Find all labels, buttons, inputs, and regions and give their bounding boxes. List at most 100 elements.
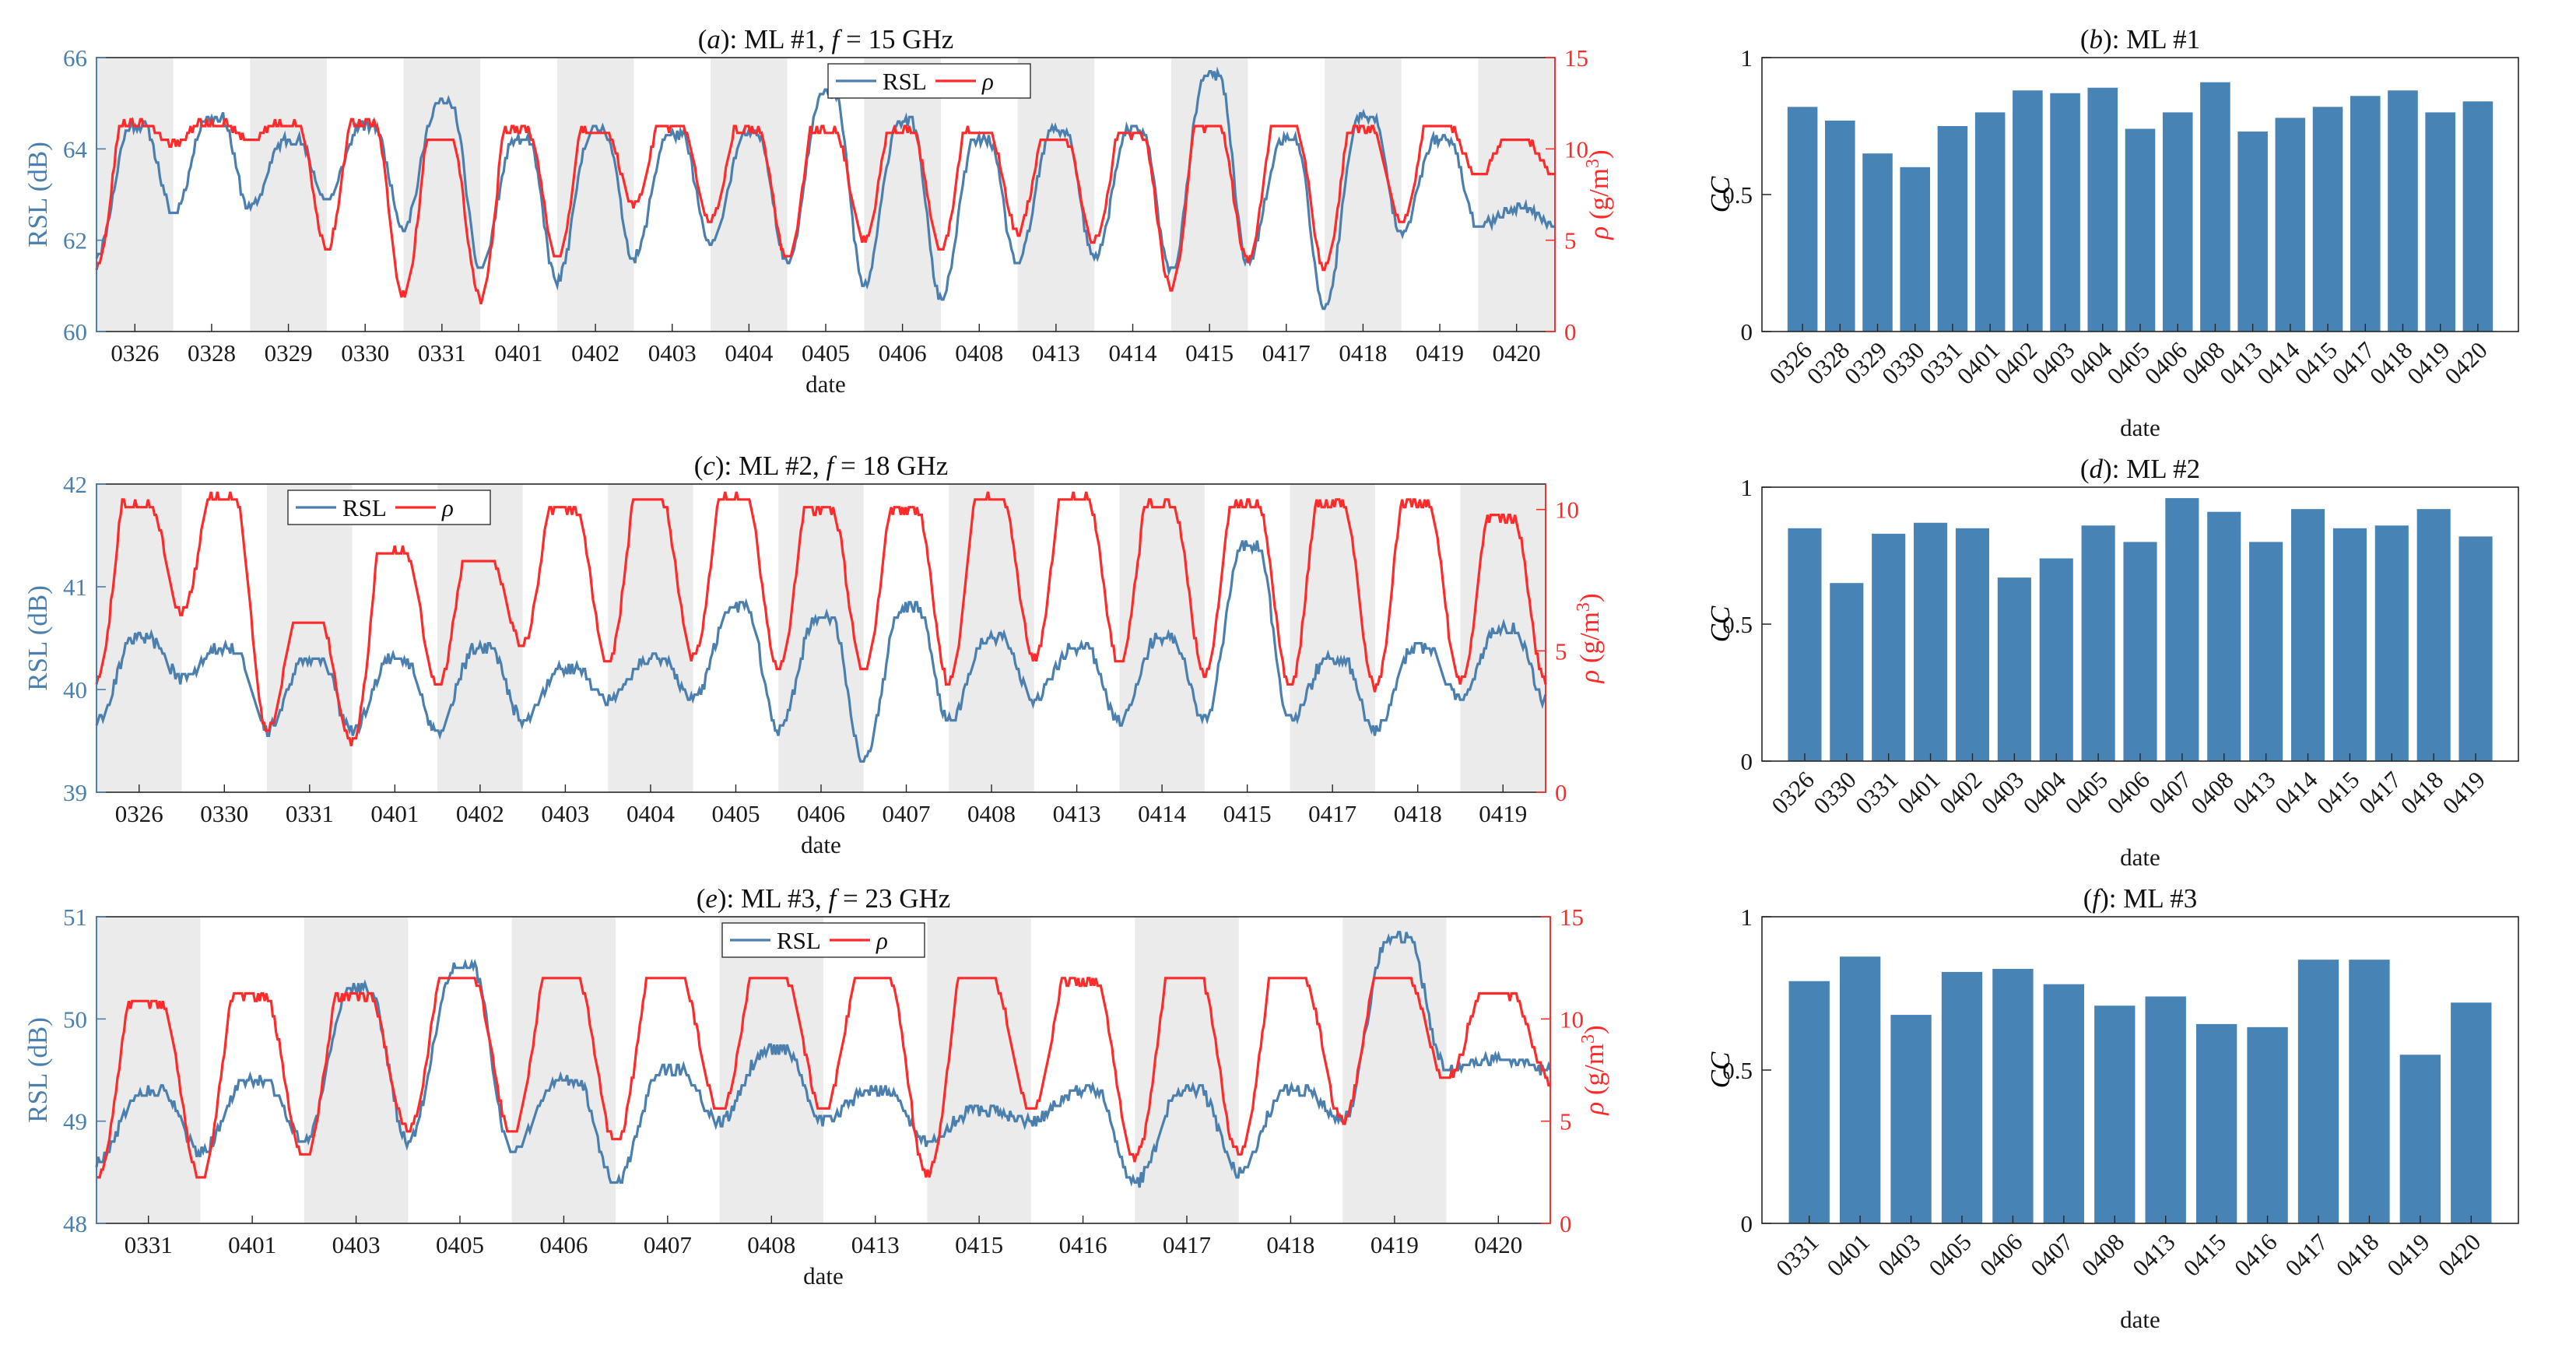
- day-shade-band: [927, 917, 1031, 1223]
- right-tick-label: 10: [1560, 1005, 1584, 1033]
- x-tick-label: 0420: [1493, 339, 1541, 367]
- bar-0418: [2349, 960, 2390, 1223]
- x-tick-label: 0406: [797, 800, 845, 827]
- left-tick-label: 62: [63, 227, 87, 254]
- legend-rho-label: ρ: [981, 68, 994, 95]
- rho-unit: (g/m: [1574, 612, 1605, 670]
- x-axis-label: date: [2120, 844, 2160, 871]
- left-y-axis-label: RSL (dB): [23, 585, 53, 691]
- title-letter: d: [2090, 454, 2104, 484]
- x-tick-label: 0419: [2381, 1228, 2435, 1282]
- rho-symbol: ρ: [1574, 670, 1605, 684]
- x-tick-label: 0408: [747, 1231, 795, 1258]
- bar-0413: [2237, 132, 2268, 332]
- x-tick-label: 0420: [1474, 1231, 1522, 1258]
- y-axis-label: CC: [1705, 176, 1735, 212]
- title-paren-close: ): [718, 883, 727, 914]
- x-axis-label: date: [803, 1262, 844, 1290]
- x-tick-label: 0418: [1339, 339, 1387, 367]
- bar-0418: [2388, 90, 2418, 332]
- title-letter: b: [2090, 24, 2104, 54]
- y-tick-label: 0.5: [1722, 1057, 1753, 1084]
- day-shade-band: [1460, 484, 1546, 792]
- bar-0401: [1974, 112, 2006, 332]
- day-shade-band: [1135, 917, 1239, 1223]
- x-tick-label: 0417: [1262, 339, 1311, 367]
- title-rest: = 23 GHz: [836, 883, 950, 914]
- x-tick-label: 0402: [571, 339, 619, 367]
- x-tick-label: 0415: [1185, 339, 1234, 367]
- rho-unit: (g/m: [1579, 1044, 1609, 1102]
- day-shade-band: [1342, 917, 1447, 1223]
- left-tick-label: 48: [63, 1210, 87, 1237]
- title-paren-close: ): [2103, 24, 2112, 54]
- bar-0419: [2458, 536, 2493, 761]
- bar-0402: [2013, 90, 2043, 332]
- right-y-axis-label: ρ (g/m3): [1578, 1025, 1609, 1115]
- title-paren-open: (: [698, 24, 707, 54]
- bar-0417: [2350, 96, 2381, 332]
- x-tick-label: 0401: [370, 800, 419, 827]
- title-letter: a: [707, 24, 721, 54]
- day-shade-band: [608, 484, 693, 792]
- x-tick-label: 0401: [1892, 766, 1946, 819]
- x-tick-label: 0415: [1223, 800, 1272, 827]
- x-axis-label: date: [801, 831, 841, 858]
- right-tick-label: 15: [1564, 44, 1588, 72]
- right-tick-label: 0: [1560, 1210, 1572, 1237]
- x-tick-label: 0329: [265, 339, 313, 367]
- x-tick-label: 0406: [1974, 1228, 2028, 1282]
- legend: RSL ρ: [827, 63, 1031, 99]
- x-tick-label: 0407: [2143, 766, 2197, 819]
- x-tick-label: 0407: [644, 1231, 692, 1258]
- title-paren-open: (: [694, 451, 704, 481]
- bar-0407: [2043, 984, 2085, 1223]
- day-shade-band: [1325, 58, 1402, 332]
- left-y-axis-label: RSL (dB): [23, 1017, 53, 1123]
- rho-symbol: ρ: [1584, 226, 1614, 240]
- rho-unit: (g/m: [1584, 168, 1614, 226]
- legend-rho-label: ρ: [441, 494, 454, 521]
- x-tick-label: 0413: [851, 1231, 900, 1258]
- title-paren-open: (: [2083, 883, 2093, 914]
- bar-0414: [2275, 118, 2306, 332]
- title-text: : ML #2: [2112, 454, 2200, 484]
- left-y-axis-label: RSL (dB): [23, 142, 53, 247]
- legend-rsl-label: RSL: [883, 68, 927, 95]
- bar-0405: [1941, 971, 1983, 1223]
- x-axis-label: date: [2120, 414, 2160, 441]
- x-tick-label: 0418: [1266, 1231, 1314, 1258]
- y-axis-label: CC: [1705, 605, 1735, 642]
- left-tick-label: 39: [63, 779, 87, 806]
- x-tick-label: 0404: [626, 800, 676, 827]
- x-tick-label: 0405: [802, 339, 850, 367]
- left-tick-label: 60: [63, 318, 87, 346]
- x-tick-label: 0419: [2437, 766, 2490, 819]
- right-tick-label: 10: [1564, 135, 1588, 163]
- x-tick-label: 0408: [955, 339, 1003, 367]
- rho-unit-exponent: 3: [1574, 602, 1594, 612]
- rho-symbol: ρ: [1579, 1102, 1609, 1116]
- x-tick-label: 0413: [1032, 339, 1080, 367]
- x-tick-label: 0408: [2185, 766, 2239, 819]
- title-rest: = 15 GHz: [839, 24, 953, 54]
- day-shade-band: [511, 917, 616, 1223]
- rho-unit-close: ): [1579, 1025, 1609, 1034]
- x-tick-label: 0403: [1872, 1228, 1926, 1282]
- x-tick-label: 0420: [2433, 1228, 2487, 1282]
- x-tick-label: 0326: [111, 339, 159, 367]
- x-tick-label: 0406: [2101, 766, 2155, 819]
- title-text: : ML #3,: [727, 883, 829, 914]
- y-tick-label: 1: [1741, 44, 1753, 72]
- left-tick-label: 41: [63, 574, 87, 601]
- legend: RSL ρ: [721, 922, 925, 958]
- bar-0329: [1862, 153, 1893, 332]
- rho-unit-close: ): [1584, 149, 1614, 159]
- x-tick-label: 0401: [494, 339, 542, 367]
- bar-0331: [1788, 981, 1830, 1223]
- y-tick-label: 0.5: [1722, 181, 1753, 209]
- bar-0406: [2123, 542, 2157, 761]
- title-paren-close: ): [721, 24, 730, 54]
- bar-0415: [2332, 528, 2367, 761]
- x-tick-label: 0414: [2269, 766, 2323, 819]
